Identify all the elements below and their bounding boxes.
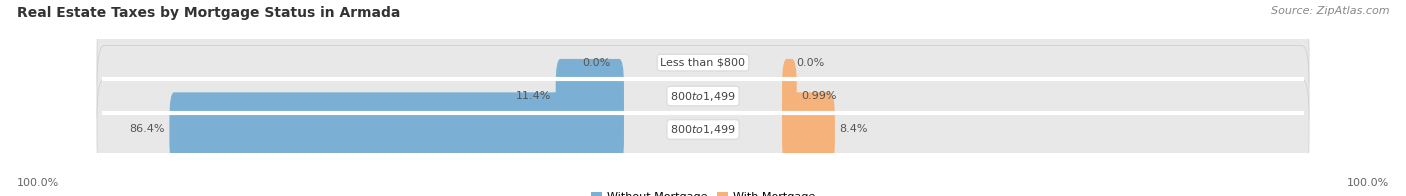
FancyBboxPatch shape	[97, 12, 1309, 113]
Text: 100.0%: 100.0%	[1347, 178, 1389, 188]
Text: Source: ZipAtlas.com: Source: ZipAtlas.com	[1271, 6, 1389, 16]
Text: 100.0%: 100.0%	[17, 178, 59, 188]
FancyBboxPatch shape	[97, 79, 1309, 180]
Text: $800 to $1,499: $800 to $1,499	[671, 123, 735, 136]
Text: 0.99%: 0.99%	[801, 91, 837, 101]
FancyBboxPatch shape	[782, 59, 797, 133]
FancyBboxPatch shape	[782, 92, 835, 167]
Text: Real Estate Taxes by Mortgage Status in Armada: Real Estate Taxes by Mortgage Status in …	[17, 6, 401, 20]
Legend: Without Mortgage, With Mortgage: Without Mortgage, With Mortgage	[586, 187, 820, 196]
Text: 86.4%: 86.4%	[129, 124, 166, 134]
Text: 11.4%: 11.4%	[516, 91, 551, 101]
FancyBboxPatch shape	[169, 92, 624, 167]
Text: 8.4%: 8.4%	[839, 124, 868, 134]
Text: $800 to $1,499: $800 to $1,499	[671, 90, 735, 103]
Text: 0.0%: 0.0%	[796, 58, 824, 68]
FancyBboxPatch shape	[555, 59, 624, 133]
Text: 0.0%: 0.0%	[582, 58, 610, 68]
FancyBboxPatch shape	[97, 45, 1309, 147]
Text: Less than $800: Less than $800	[661, 58, 745, 68]
